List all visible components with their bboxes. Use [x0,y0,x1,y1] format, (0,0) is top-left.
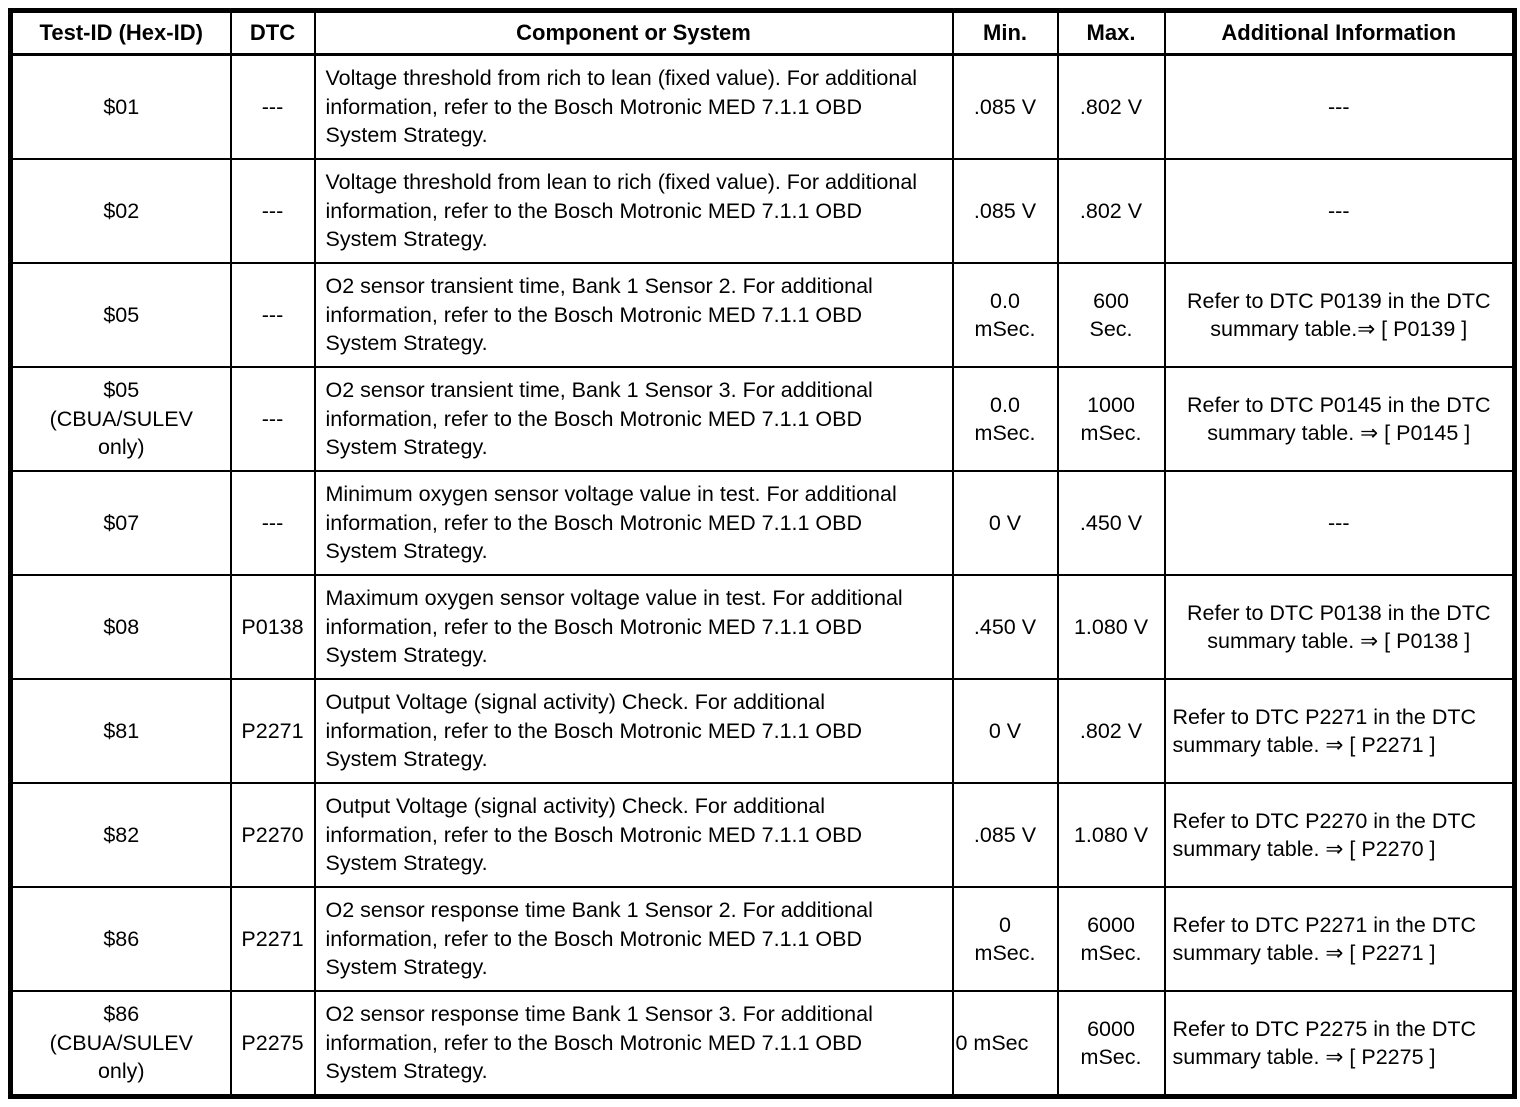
cell-min: .085 V [951,782,1059,888]
cell-component: Voltage threshold from lean to rich (fix… [313,158,954,264]
table-row: $86 P2271 O2 sensor response time Bank 1… [9,886,1516,992]
cell-max: 1000 mSec. [1056,366,1166,472]
cell-additional-info: Refer to DTC P0138 in the DTC summary ta… [1163,574,1516,680]
cell-dtc: --- [229,53,316,160]
cell-component: O2 sensor response time Bank 1 Sensor 3.… [313,990,954,1098]
cell-additional-info: --- [1163,158,1516,264]
cell-additional-info: Refer to DTC P2271 in the DTC summary ta… [1163,678,1516,784]
column-header-dtc: DTC [229,9,316,56]
column-header-min: Min. [951,9,1059,56]
cell-max: .802 V [1056,158,1166,264]
cell-dtc: --- [229,470,316,576]
cell-dtc: --- [229,366,316,472]
cell-max: 1.080 V [1056,782,1166,888]
cell-min: 0 V [951,470,1059,576]
cell-test-id: $05 (CBUA/SULEV only) [9,366,232,472]
column-header-component: Component or System [313,9,954,56]
table-row: $02 --- Voltage threshold from lean to r… [9,158,1516,264]
cell-component: Output Voltage (signal activity) Check. … [313,782,954,888]
table-row: $01 --- Voltage threshold from rich to l… [9,53,1516,160]
cell-component: O2 sensor transient time, Bank 1 Sensor … [313,366,954,472]
cell-test-id: $86 (CBUA/SULEV only) [9,990,232,1098]
cell-test-id: $86 [9,886,232,992]
cell-min: 0 mSec. [951,886,1059,992]
cell-max: .450 V [1056,470,1166,576]
obd-test-spec-table: Test-ID (Hex-ID) DTC Component or System… [8,8,1517,1099]
cell-dtc: P2275 [229,990,316,1098]
header-row: Test-ID (Hex-ID) DTC Component or System… [9,9,1516,56]
cell-test-id: $08 [9,574,232,680]
column-header-additional-info: Additional Information [1163,9,1516,56]
cell-dtc: --- [229,262,316,368]
cell-component: Minimum oxygen sensor voltage value in t… [313,470,954,576]
cell-max: 6000 mSec. [1056,990,1166,1098]
cell-test-id: $05 [9,262,232,368]
table-row: $08 P0138 Maximum oxygen sensor voltage … [9,574,1516,680]
column-header-test-id: Test-ID (Hex-ID) [9,9,232,56]
cell-min: .085 V [951,53,1059,160]
cell-component: O2 sensor transient time, Bank 1 Sensor … [313,262,954,368]
cell-dtc: P2271 [229,886,316,992]
cell-dtc: --- [229,158,316,264]
cell-test-id: $01 [9,53,232,160]
cell-max: 6000 mSec. [1056,886,1166,992]
table-row: $05 (CBUA/SULEV only) --- O2 sensor tran… [9,366,1516,472]
cell-max: .802 V [1056,53,1166,160]
table-row: $81 P2271 Output Voltage (signal activit… [9,678,1516,784]
cell-max: .802 V [1056,678,1166,784]
cell-test-id: $82 [9,782,232,888]
cell-max: 1.080 V [1056,574,1166,680]
cell-additional-info: Refer to DTC P2271 in the DTC summary ta… [1163,886,1516,992]
table-row: $05 --- O2 sensor transient time, Bank 1… [9,262,1516,368]
cell-additional-info: Refer to DTC P0139 in the DTC summary ta… [1163,262,1516,368]
cell-additional-info: --- [1163,53,1516,160]
cell-component: O2 sensor response time Bank 1 Sensor 2.… [313,886,954,992]
cell-min: 0.0 mSec. [951,262,1059,368]
cell-min: .085 V [951,158,1059,264]
cell-test-id: $02 [9,158,232,264]
cell-additional-info: Refer to DTC P0145 in the DTC summary ta… [1163,366,1516,472]
cell-dtc: P2270 [229,782,316,888]
cell-min: 0 mSec [951,990,1059,1098]
cell-test-id: $07 [9,470,232,576]
cell-dtc: P0138 [229,574,316,680]
cell-dtc: P2271 [229,678,316,784]
cell-additional-info: --- [1163,470,1516,576]
cell-min: 0 V [951,678,1059,784]
table-row: $07 --- Minimum oxygen sensor voltage va… [9,470,1516,576]
cell-min: .450 V [951,574,1059,680]
cell-component: Maximum oxygen sensor voltage value in t… [313,574,954,680]
cell-max: 600 Sec. [1056,262,1166,368]
cell-component: Output Voltage (signal activity) Check. … [313,678,954,784]
table-row: $86 (CBUA/SULEV only) P2275 O2 sensor re… [9,990,1516,1098]
cell-additional-info: Refer to DTC P2275 in the DTC summary ta… [1163,990,1516,1098]
cell-additional-info: Refer to DTC P2270 in the DTC summary ta… [1163,782,1516,888]
cell-test-id: $81 [9,678,232,784]
cell-component: Voltage threshold from rich to lean (fix… [313,53,954,160]
table-row: $82 P2270 Output Voltage (signal activit… [9,782,1516,888]
cell-min: 0.0 mSec. [951,366,1059,472]
column-header-max: Max. [1056,9,1166,56]
